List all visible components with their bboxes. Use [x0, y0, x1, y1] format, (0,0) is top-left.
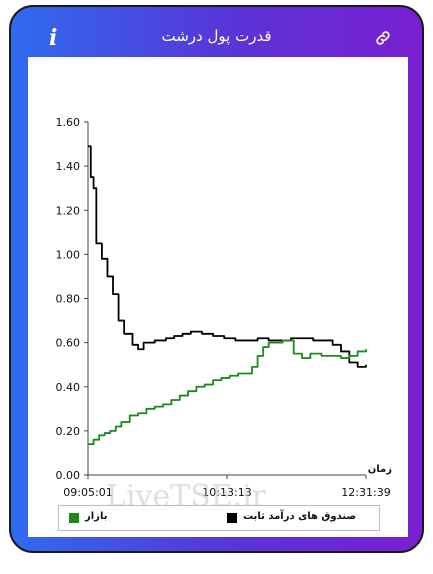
y-tick-label: 0.00: [56, 469, 81, 482]
y-tick-label: 1.60: [56, 116, 81, 129]
x-tick-label: 09:05:01: [63, 486, 112, 497]
legend-label-series-1: صندوق های درآمد ثابت: [243, 511, 357, 522]
y-tick-label: 0.20: [56, 425, 81, 438]
legend-swatch-series-1: [227, 513, 237, 523]
line-chart: 0.00 0.20 0.40 0.60 0.80 1.00 1.20 1.40 1.60 09:0…: [56, 116, 393, 497]
chart-card: i قدرت پول درشت 0.00 0.20 0.40 0.60 0.80 1.00…: [9, 5, 424, 553]
y-tick-label: 0.40: [56, 381, 81, 394]
legend: صندوق های درآمد ثابت بازار: [58, 505, 380, 531]
link-icon[interactable]: [374, 29, 392, 47]
legend-swatch-series-2: [69, 513, 79, 523]
card-header: i قدرت پول درشت: [11, 7, 422, 57]
y-tick-label: 1.40: [56, 160, 81, 173]
y-tick-label: 1.00: [56, 248, 81, 261]
chart-panel: 0.00 0.20 0.40 0.60 0.80 1.00 1.20 1.40 1.60 09:0…: [28, 57, 408, 537]
x-axis-label: زمان: [368, 464, 392, 475]
page-title: قدرت پول درشت: [161, 27, 272, 45]
y-tick-label: 1.20: [56, 204, 81, 217]
series-line-2: [88, 339, 367, 446]
x-tick-label: 12:31:39: [341, 486, 390, 497]
series-line-1: [88, 145, 367, 368]
x-tick-label: 10:13:13: [202, 486, 251, 497]
info-icon[interactable]: i: [49, 25, 58, 51]
y-tick-label: 0.60: [56, 337, 81, 350]
y-tick-label: 0.80: [56, 293, 81, 306]
legend-label-series-2: بازار: [85, 511, 108, 522]
